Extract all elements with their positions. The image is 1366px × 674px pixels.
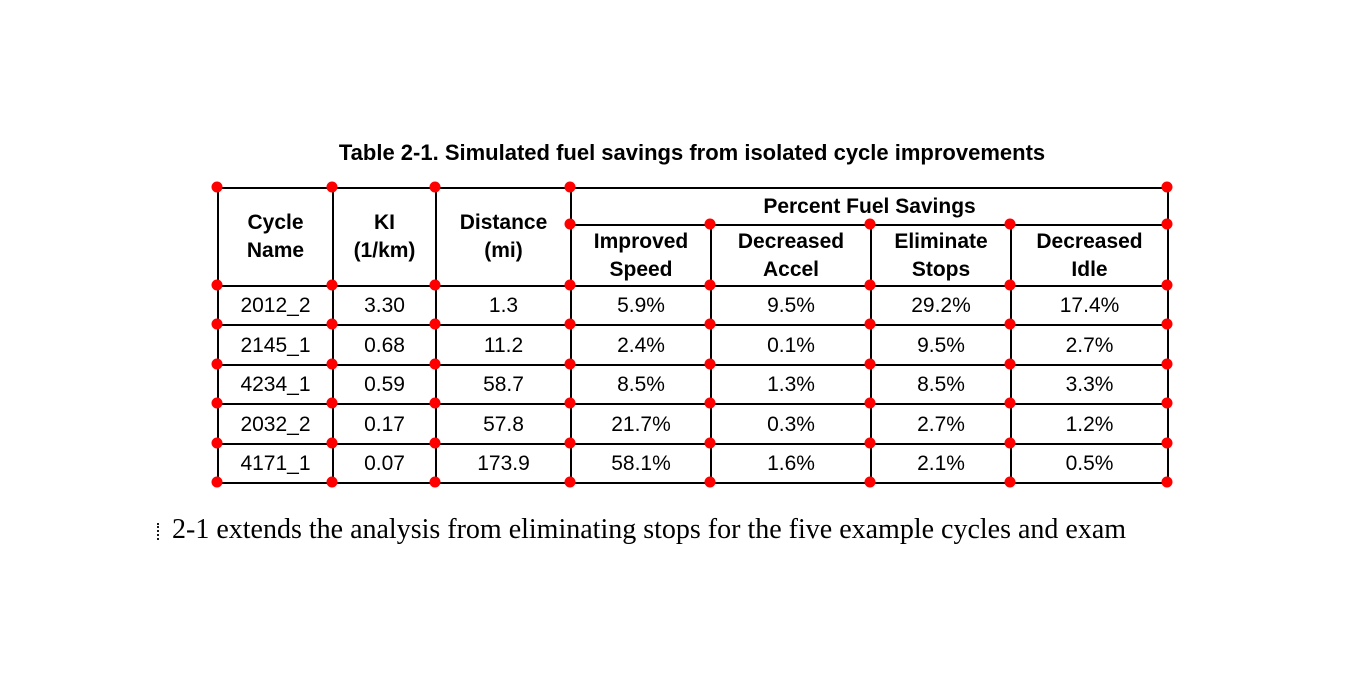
cell-decreased-idle: 2.7% bbox=[1009, 324, 1170, 366]
table-row: 2032_2 0.17 57.8 21.7% 0.3% 2.7% 1.2% bbox=[217, 403, 1170, 445]
cell-eliminate-stops: 2.1% bbox=[870, 443, 1012, 484]
cell-decreased-accel: 9.5% bbox=[710, 285, 872, 326]
body-paragraph: 2-1 extends the analysis from eliminatin… bbox=[157, 514, 1126, 546]
cell-decreased-idle: 3.3% bbox=[1009, 364, 1170, 405]
col-header-eliminate-stops: Eliminate Stops bbox=[870, 224, 1012, 287]
cell-distance: 1.3 bbox=[435, 285, 572, 326]
cell-improved-speed: 21.7% bbox=[570, 403, 712, 445]
cell-decreased-accel: 0.1% bbox=[710, 324, 872, 366]
cell-distance: 173.9 bbox=[435, 443, 572, 484]
cell-improved-speed: 58.1% bbox=[570, 443, 712, 484]
cell-ki: 0.68 bbox=[332, 324, 437, 366]
cell-decreased-accel: 1.6% bbox=[710, 443, 872, 484]
cell-ki: 0.59 bbox=[332, 364, 437, 405]
cell-ki: 3.30 bbox=[332, 285, 437, 326]
body-text: 2-1 extends the analysis from eliminatin… bbox=[172, 514, 1127, 545]
cell-eliminate-stops: 9.5% bbox=[870, 324, 1012, 366]
cell-eliminate-stops: 8.5% bbox=[870, 364, 1012, 405]
cell-ki: 0.07 bbox=[332, 443, 437, 484]
cell-improved-speed: 5.9% bbox=[570, 285, 712, 326]
table-caption: Table 2-1. Simulated fuel savings from i… bbox=[338, 140, 1046, 165]
cell-eliminate-stops: 29.2% bbox=[870, 285, 1012, 326]
cell-improved-speed: 8.5% bbox=[570, 364, 712, 405]
cell-distance: 57.8 bbox=[435, 403, 572, 445]
cell-cycle-name: 2032_2 bbox=[217, 403, 334, 445]
cell-distance: 11.2 bbox=[435, 324, 572, 366]
cell-decreased-idle: 1.2% bbox=[1009, 403, 1170, 445]
col-header-cycle-name: Cycle Name bbox=[217, 187, 334, 287]
cell-distance: 58.7 bbox=[435, 364, 572, 405]
cell-improved-speed: 2.4% bbox=[570, 324, 712, 366]
cell-decreased-accel: 0.3% bbox=[710, 403, 872, 445]
table-row: 2145_1 0.68 11.2 2.4% 0.1% 9.5% 2.7% bbox=[217, 324, 1170, 366]
cell-cycle-name: 4171_1 bbox=[217, 443, 334, 484]
table-region: Cycle Name KI (1/km) Distance (mi) Perce… bbox=[211, 181, 1173, 488]
cell-eliminate-stops: 2.7% bbox=[870, 403, 1012, 445]
cell-decreased-accel: 1.3% bbox=[710, 364, 872, 405]
table-row: 4171_1 0.07 173.9 58.1% 1.6% 2.1% 0.5% bbox=[217, 443, 1170, 484]
col-header-decreased-accel: Decreased Accel bbox=[710, 224, 872, 287]
table-body: 2012_2 3.30 1.3 5.9% 9.5% 29.2% 17.4% 2145_1 0.6… bbox=[217, 285, 1170, 484]
table-row: 4234_1 0.59 58.7 8.5% 1.3% 8.5% 3.3% bbox=[217, 364, 1170, 405]
col-header-decreased-idle: Decreased Idle bbox=[1009, 224, 1170, 287]
cell-decreased-idle: 0.5% bbox=[1009, 443, 1170, 484]
col-group-header-percent-fuel-savings: Percent Fuel Savings bbox=[569, 187, 1170, 226]
cell-ki: 0.17 bbox=[332, 403, 437, 445]
cell-cycle-name: 2145_1 bbox=[217, 324, 334, 366]
col-header-ki: KI (1/km) bbox=[332, 187, 437, 287]
cell-cycle-name: 2012_2 bbox=[217, 285, 334, 326]
cell-cycle-name: 4234_1 bbox=[217, 364, 334, 405]
clipped-character-fragment bbox=[157, 523, 159, 540]
fuel-savings-table: Cycle Name KI (1/km) Distance (mi) Perce… bbox=[217, 187, 1170, 484]
cell-decreased-idle: 17.4% bbox=[1009, 285, 1170, 326]
col-header-improved-speed: Improved Speed bbox=[570, 224, 712, 287]
col-header-distance: Distance (mi) bbox=[435, 187, 572, 287]
table-row: 2012_2 3.30 1.3 5.9% 9.5% 29.2% 17.4% bbox=[217, 285, 1170, 326]
